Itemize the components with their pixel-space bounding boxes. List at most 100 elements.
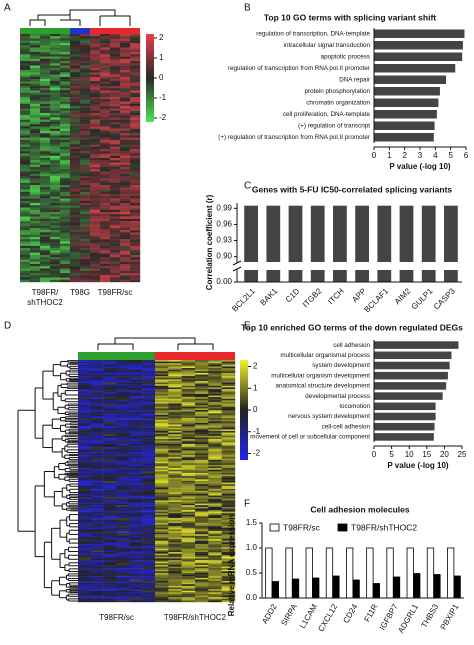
heatmap-texture: [129, 463, 143, 466]
heatmap-texture: [130, 81, 141, 84]
heatmap-texture: [40, 216, 51, 220]
heatmap-texture: [116, 569, 130, 572]
heatmap-texture: [103, 527, 117, 530]
heatmap-texture: [78, 579, 92, 582]
heatmap-texture: [168, 572, 182, 575]
heatmap-texture: [142, 389, 156, 391]
heatmap-texture: [168, 593, 182, 596]
heatmap-texture: [90, 408, 104, 411]
colorbar-tick-label: -1: [159, 93, 167, 102]
heatmap-texture: [195, 537, 209, 540]
heatmap-texture: [78, 593, 92, 596]
heatmap-texture: [103, 576, 117, 578]
heatmap-texture: [155, 389, 169, 391]
heatmap-texture: [60, 119, 71, 123]
heatmap-texture: [120, 106, 131, 109]
heatmap-texture: [142, 429, 156, 432]
heatmap-texture: [70, 137, 81, 141]
y-tick-label: intracellular signal transduction: [284, 42, 371, 49]
heatmap-texture: [181, 529, 196, 532]
heatmap-texture: [103, 551, 117, 554]
heatmap-texture: [80, 34, 91, 37]
heatmap-texture: [142, 568, 156, 570]
heatmap-texture: [168, 492, 182, 495]
heatmap-texture: [208, 390, 222, 393]
bar: [421, 270, 436, 282]
heatmap-texture: [120, 189, 131, 193]
heatmap-texture: [20, 275, 31, 278]
heatmap-texture: [50, 266, 61, 269]
heatmap-texture: [208, 595, 222, 598]
heatmap-texture: [181, 410, 196, 412]
heatmap-texture: [168, 361, 182, 364]
heatmap-texture: [30, 135, 41, 138]
heatmap-texture: [90, 485, 104, 488]
heatmap-texture: [30, 58, 41, 62]
heatmap-texture: [103, 532, 117, 535]
heatmap-texture: [90, 158, 101, 161]
heatmap-texture: [208, 556, 222, 559]
heatmap-texture: [103, 547, 117, 549]
heatmap-texture: [110, 65, 121, 69]
heatmap-texture: [70, 61, 81, 64]
heatmap-texture: [142, 500, 156, 503]
heatmap-texture: [103, 593, 117, 596]
heatmap-texture: [129, 518, 143, 520]
heatmap-texture: [80, 128, 91, 132]
heatmap-texture: [181, 590, 196, 593]
heatmap-texture: [168, 421, 182, 424]
heatmap-texture: [70, 139, 81, 143]
heatmap-texture: [208, 413, 222, 416]
heatmap-texture: [195, 437, 209, 440]
heatmap-texture: [70, 209, 81, 213]
heatmap-texture: [60, 178, 71, 181]
heatmap-texture: [50, 187, 61, 190]
heatmap-texture: [208, 430, 222, 433]
heatmap-texture: [50, 139, 61, 143]
heatmap-texture: [50, 88, 61, 91]
heatmap-texture: [181, 582, 196, 585]
heatmap-texture: [70, 200, 81, 204]
heatmap-texture: [78, 592, 92, 595]
heatmap-texture: [129, 572, 143, 575]
heatmap-texture: [50, 263, 61, 267]
heatmap-texture: [78, 408, 92, 411]
heatmap-texture: [155, 487, 169, 490]
bar: [374, 433, 434, 441]
heatmap-texture: [90, 458, 104, 461]
heatmap-texture: [20, 34, 31, 37]
heatmap-texture: [20, 191, 31, 195]
heatmap-texture: [60, 115, 71, 118]
heatmap-texture: [20, 103, 31, 107]
bar: [355, 270, 369, 282]
heatmap-texture: [90, 268, 101, 271]
heatmap-texture: [30, 137, 41, 141]
heatmap-texture: [40, 90, 51, 93]
heatmap-texture: [78, 571, 92, 574]
heatmap-texture: [181, 408, 196, 411]
heatmap-texture: [129, 414, 143, 417]
heatmap-texture: [168, 539, 182, 541]
heatmap-texture: [221, 364, 236, 367]
heatmap-texture: [120, 52, 131, 55]
heatmap-texture: [129, 479, 143, 482]
heatmap-texture: [221, 506, 236, 509]
heatmap-texture: [80, 185, 91, 188]
heatmap-texture: [116, 380, 130, 383]
heatmap-texture: [40, 45, 51, 48]
heatmap-texture: [100, 70, 111, 73]
heatmap-texture: [78, 529, 92, 532]
heatmap-texture: [40, 74, 51, 78]
heatmap-texture: [103, 595, 117, 598]
heatmap-texture: [50, 58, 61, 62]
heatmap-texture: [168, 419, 182, 422]
heatmap-texture: [181, 364, 196, 367]
chart-title: Genes with 5-FU IC50-correlated splicing…: [252, 184, 453, 194]
heatmap-texture: [60, 171, 71, 174]
heatmap-texture: [90, 401, 104, 404]
heatmap-texture: [50, 121, 61, 125]
heatmap-texture: [221, 366, 236, 369]
heatmap-texture: [20, 83, 31, 87]
heatmap-texture: [208, 490, 222, 493]
heatmap-texture: [208, 492, 222, 495]
